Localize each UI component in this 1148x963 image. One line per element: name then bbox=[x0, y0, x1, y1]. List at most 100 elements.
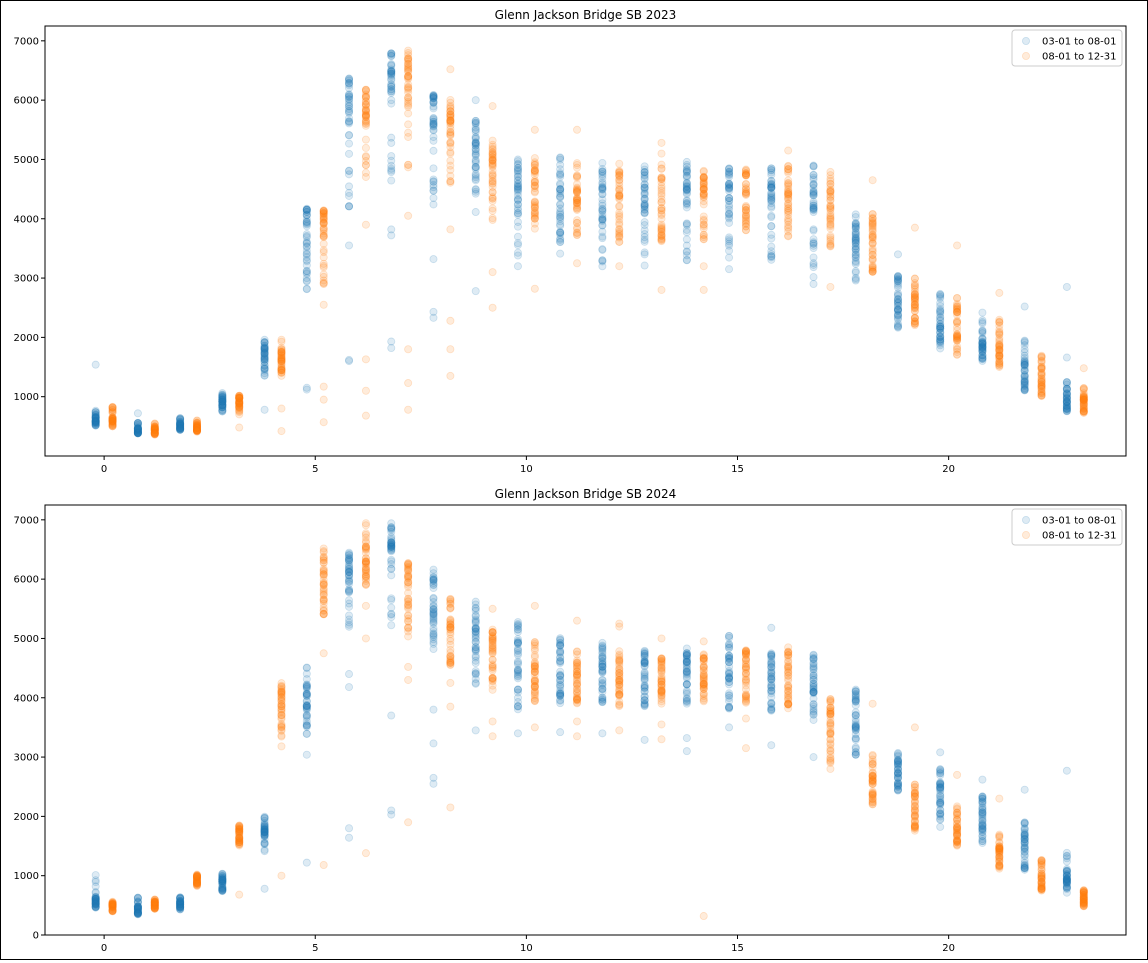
data-point bbox=[868, 239, 877, 248]
data-point bbox=[573, 229, 582, 238]
data-point bbox=[218, 884, 227, 893]
data-point bbox=[1037, 362, 1046, 371]
data-point bbox=[260, 822, 269, 831]
data-point bbox=[91, 417, 100, 426]
data-point bbox=[699, 174, 708, 183]
data-point bbox=[150, 430, 159, 439]
data-point bbox=[176, 414, 185, 423]
data-point bbox=[133, 908, 142, 917]
data-point bbox=[1062, 406, 1071, 415]
data-point bbox=[640, 165, 649, 174]
data-point bbox=[133, 905, 142, 914]
data-point bbox=[893, 291, 902, 300]
data-point bbox=[176, 903, 185, 912]
data-point bbox=[150, 420, 159, 429]
data-point bbox=[429, 580, 438, 589]
data-point bbox=[1062, 395, 1071, 404]
data-point bbox=[176, 414, 185, 423]
data-point bbox=[784, 210, 793, 219]
data-point bbox=[826, 209, 835, 218]
data-point bbox=[345, 554, 354, 563]
data-point bbox=[319, 246, 328, 255]
data-point bbox=[108, 407, 117, 416]
data-point bbox=[387, 524, 396, 533]
data-point bbox=[387, 231, 396, 240]
data-point bbox=[361, 161, 370, 170]
data-point bbox=[218, 402, 227, 411]
data-point bbox=[513, 209, 522, 218]
data-point bbox=[361, 97, 370, 106]
data-point bbox=[488, 159, 497, 168]
y-tick-label: 3000 bbox=[14, 274, 39, 285]
data-point bbox=[235, 402, 244, 411]
data-point bbox=[936, 313, 945, 322]
data-point bbox=[1020, 371, 1029, 380]
data-point bbox=[345, 188, 354, 197]
data-point bbox=[260, 346, 269, 355]
data-point bbox=[1020, 360, 1029, 369]
data-point bbox=[598, 681, 607, 690]
data-point bbox=[978, 351, 987, 360]
data-point bbox=[1037, 381, 1046, 390]
data-point bbox=[108, 417, 117, 426]
data-point bbox=[218, 397, 227, 406]
data-point bbox=[556, 728, 565, 737]
data-point bbox=[995, 351, 1004, 360]
data-point bbox=[556, 671, 565, 680]
data-point bbox=[446, 225, 455, 234]
data-point bbox=[345, 586, 354, 595]
data-point bbox=[446, 116, 455, 125]
data-point bbox=[615, 220, 624, 229]
data-point bbox=[471, 627, 480, 636]
data-point bbox=[345, 564, 354, 573]
data-point bbox=[513, 639, 522, 648]
data-point bbox=[387, 545, 396, 554]
data-point bbox=[302, 691, 311, 700]
data-point bbox=[91, 897, 100, 906]
data-point bbox=[387, 85, 396, 94]
data-point bbox=[615, 237, 624, 246]
data-point bbox=[91, 411, 100, 420]
data-point bbox=[387, 538, 396, 547]
data-point bbox=[488, 160, 497, 169]
data-point bbox=[910, 317, 919, 326]
data-point bbox=[556, 647, 565, 656]
data-point bbox=[1062, 407, 1071, 416]
data-point bbox=[699, 167, 708, 176]
data-point bbox=[978, 354, 987, 363]
data-point bbox=[1062, 407, 1071, 416]
data-point bbox=[471, 163, 480, 172]
data-point bbox=[573, 216, 582, 225]
data-point bbox=[302, 222, 311, 231]
data-point bbox=[1020, 351, 1029, 360]
data-point bbox=[488, 604, 497, 613]
data-point bbox=[235, 392, 244, 401]
data-point bbox=[767, 253, 776, 262]
data-point bbox=[513, 164, 522, 173]
data-point bbox=[995, 351, 1004, 360]
data-point bbox=[936, 344, 945, 353]
data-point bbox=[488, 136, 497, 145]
data-point bbox=[615, 700, 624, 709]
data-point bbox=[176, 415, 185, 424]
data-point bbox=[657, 173, 666, 182]
data-point bbox=[809, 188, 818, 197]
data-point bbox=[150, 427, 159, 436]
data-point bbox=[978, 351, 987, 360]
data-point bbox=[657, 227, 666, 236]
data-point bbox=[345, 556, 354, 565]
data-point bbox=[429, 92, 438, 101]
data-point bbox=[953, 335, 962, 344]
data-point bbox=[513, 209, 522, 218]
data-point bbox=[640, 684, 649, 693]
data-point bbox=[657, 211, 666, 220]
data-point bbox=[133, 425, 142, 434]
data-point bbox=[530, 168, 539, 177]
data-point bbox=[218, 394, 227, 403]
data-point bbox=[108, 403, 117, 412]
data-point bbox=[387, 564, 396, 573]
data-point bbox=[488, 303, 497, 312]
data-point bbox=[429, 93, 438, 102]
data-point bbox=[1079, 407, 1088, 416]
data-point bbox=[893, 785, 902, 794]
